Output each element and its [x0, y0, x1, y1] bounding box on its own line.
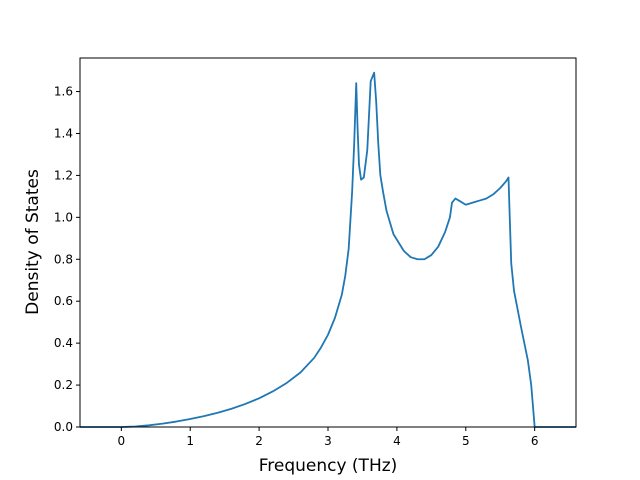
x-tick-label-6: 6	[531, 434, 539, 448]
x-tick-label-2: 2	[255, 434, 263, 448]
x-tick-label-0: 0	[118, 434, 126, 448]
x-tick-label-3: 3	[324, 434, 332, 448]
y-axis-label: Density of States	[23, 169, 43, 315]
x-tick-label-1: 1	[186, 434, 194, 448]
x-tick-label-4: 4	[393, 434, 401, 448]
y-tick-label-0.8: 0.8	[54, 252, 73, 266]
dos-line	[80, 71, 576, 428]
x-tick-label-5: 5	[462, 434, 470, 448]
plot-area: 0 1 2 3 4 5 6 0.0 0.2 0.4 0.6 0.8 1.0 1.2 1.4 1.6	[54, 57, 577, 448]
y-tick-label-1.4: 1.4	[54, 126, 73, 140]
x-axis-label: Frequency (THz)	[259, 456, 398, 476]
y-tick-label-1.0: 1.0	[54, 210, 73, 224]
y-tick-label-0.2: 0.2	[54, 378, 73, 392]
y-tick-label-0.0: 0.0	[54, 420, 73, 434]
y-tick-label-1.6: 1.6	[54, 85, 73, 99]
y-tick-label-0.6: 0.6	[54, 294, 73, 308]
y-tick-label-0.4: 0.4	[54, 336, 73, 350]
y-tick-label-1.2: 1.2	[54, 168, 73, 182]
